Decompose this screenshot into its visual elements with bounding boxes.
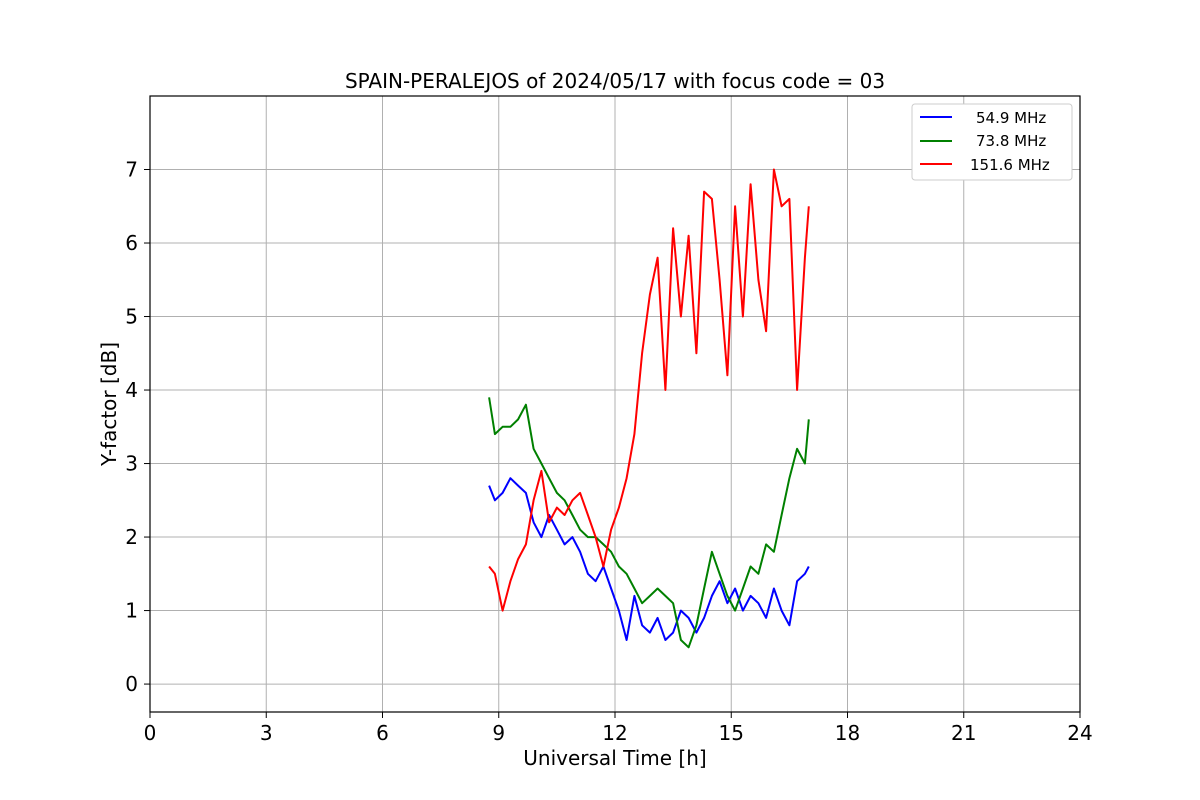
y-tick-label: 6 <box>125 231 138 255</box>
x-tick-label: 24 <box>1067 721 1092 745</box>
y-tick-label: 0 <box>125 672 138 696</box>
x-tick-label: 0 <box>144 721 157 745</box>
y-tick-label: 7 <box>125 158 138 182</box>
legend: 54.9 MHz 73.8 MHz 151.6 MHz <box>911 103 1073 181</box>
y-axis: 0 1 2 3 4 5 6 7 <box>125 158 150 696</box>
y-tick-label: 3 <box>125 452 138 476</box>
chart-title: SPAIN-PERALEJOS of 2024/05/17 with focus… <box>345 69 885 93</box>
series-line-73-8-mhz <box>488 397 810 649</box>
x-tick-label: 9 <box>492 721 505 745</box>
legend-box <box>911 103 1073 181</box>
series-layer <box>488 168 810 649</box>
y-tick-label: 2 <box>125 525 138 549</box>
legend-label-54-9: 54.9 MHz <box>976 109 1046 127</box>
x-tick-label: 12 <box>602 721 627 745</box>
y-axis-title: Y-factor [dB] <box>97 342 121 467</box>
x-axis: 0 3 6 9 12 15 18 21 24 <box>144 712 1093 745</box>
x-tick-label: 15 <box>719 721 744 745</box>
x-tick-label: 18 <box>835 721 860 745</box>
x-tick-label: 3 <box>260 721 273 745</box>
y-tick-label: 1 <box>125 599 138 623</box>
legend-label-151-6: 151.6 MHz <box>970 156 1050 174</box>
legend-label-73-8: 73.8 MHz <box>976 132 1046 150</box>
y-tick-label: 5 <box>125 305 138 329</box>
x-axis-title: Universal Time [h] <box>523 746 706 770</box>
x-tick-label: 6 <box>376 721 389 745</box>
x-tick-label: 21 <box>951 721 976 745</box>
series-line-54-9-mhz <box>488 477 810 641</box>
series-line-151-6-mhz <box>488 168 810 612</box>
y-tick-label: 4 <box>125 378 138 402</box>
